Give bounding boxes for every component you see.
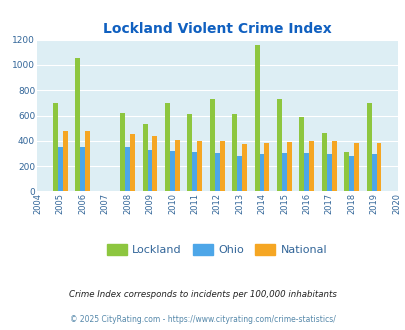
Bar	[353, 143, 358, 191]
Bar	[281, 153, 286, 191]
Bar	[331, 142, 336, 191]
Text: © 2025 CityRating.com - https://www.cityrating.com/crime-statistics/: © 2025 CityRating.com - https://www.city…	[70, 315, 335, 324]
Bar	[85, 131, 90, 191]
Bar	[58, 147, 63, 191]
Bar	[75, 58, 80, 191]
Bar	[375, 143, 381, 191]
Bar	[209, 99, 214, 191]
Bar	[232, 114, 237, 191]
Bar	[299, 117, 304, 191]
Bar	[219, 142, 224, 191]
Bar	[63, 131, 68, 191]
Bar	[348, 156, 353, 191]
Bar	[187, 114, 192, 191]
Legend: Lockland, Ohio, National: Lockland, Ohio, National	[102, 240, 331, 259]
Bar	[53, 103, 58, 191]
Bar	[237, 156, 241, 191]
Bar	[259, 154, 264, 191]
Bar	[321, 133, 326, 191]
Bar	[175, 140, 179, 191]
Bar	[343, 151, 348, 191]
Bar	[80, 147, 85, 191]
Text: Crime Index corresponds to incidents per 100,000 inhabitants: Crime Index corresponds to incidents per…	[69, 290, 336, 299]
Bar	[120, 113, 125, 191]
Bar	[164, 103, 170, 191]
Bar	[286, 142, 291, 191]
Bar	[197, 142, 202, 191]
Bar	[142, 124, 147, 191]
Bar	[192, 152, 197, 191]
Bar	[276, 99, 281, 191]
Bar	[214, 153, 219, 191]
Bar	[170, 151, 175, 191]
Bar	[147, 150, 152, 191]
Bar	[152, 136, 157, 191]
Bar	[254, 45, 259, 191]
Bar	[264, 143, 269, 191]
Bar	[309, 141, 313, 191]
Bar	[125, 147, 130, 191]
Bar	[130, 134, 134, 191]
Bar	[371, 154, 375, 191]
Bar	[326, 154, 331, 191]
Bar	[304, 153, 309, 191]
Bar	[241, 144, 246, 191]
Bar	[366, 104, 371, 191]
Title: Lockland Violent Crime Index: Lockland Violent Crime Index	[102, 22, 331, 36]
